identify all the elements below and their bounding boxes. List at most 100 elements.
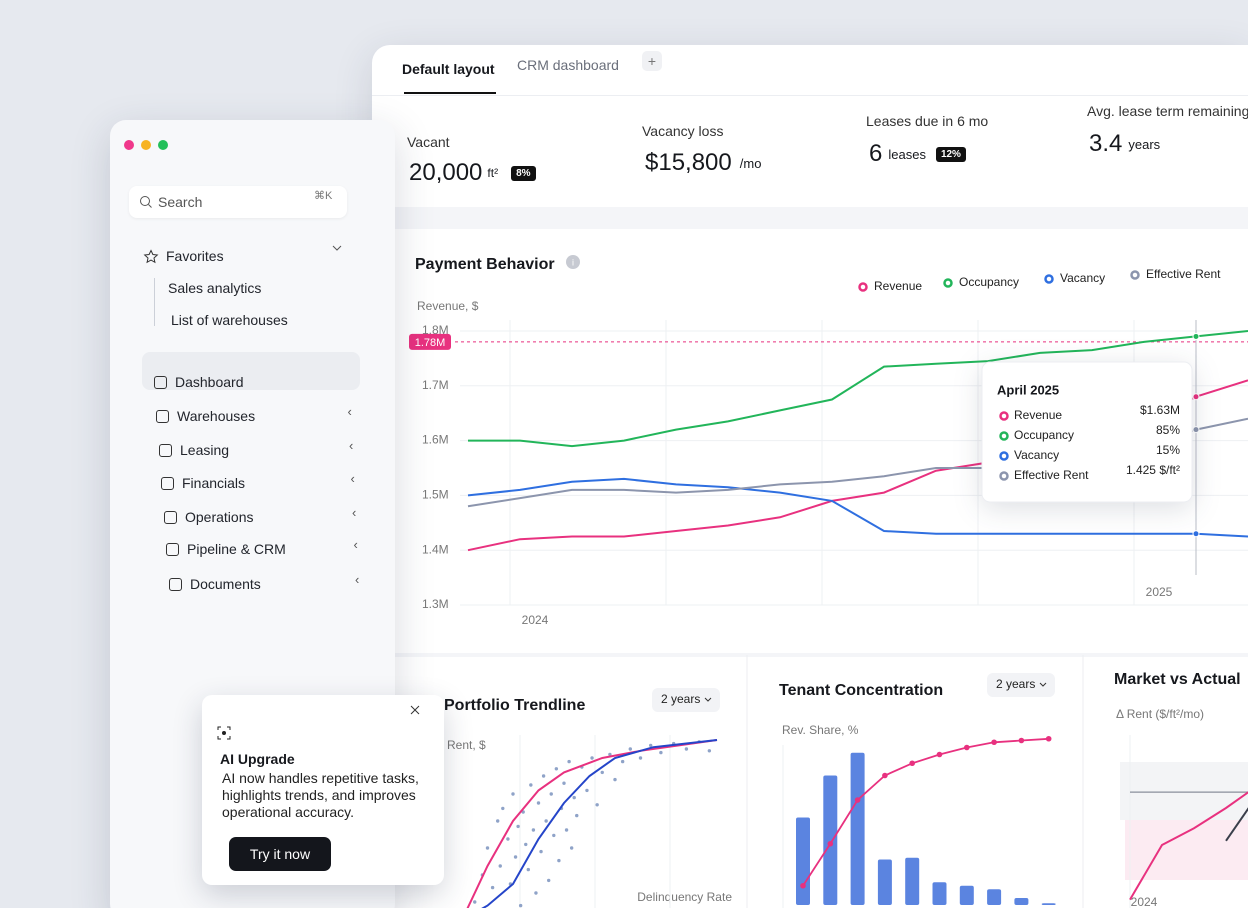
- tab[interactable]: Default layout: [402, 61, 495, 77]
- scatter-point: [536, 801, 541, 805]
- favorites[interactable]: Favorites: [166, 248, 224, 264]
- legend-label: Vacancy: [1060, 271, 1105, 285]
- scatter-point: [628, 747, 632, 751]
- scatter-point: [595, 803, 599, 807]
- bar: [823, 775, 838, 905]
- y-tick-label: 1.4M: [422, 542, 449, 556]
- range-select[interactable]: [987, 673, 1055, 697]
- ai-card: AI Upgrade AI now handles repetitive tas…: [202, 695, 444, 885]
- legend-swatch: [858, 282, 868, 292]
- chart-title: Market vs Actual: [1114, 671, 1241, 688]
- kpi-badge: 8%: [511, 165, 536, 181]
- tooltip-swatch: [999, 451, 1009, 461]
- kpi-label: Leases due in 6 mo: [866, 113, 989, 129]
- y-tick-label: 1.5M: [422, 488, 449, 502]
- range-select[interactable]: [652, 688, 720, 712]
- close-button[interactable]: [410, 705, 420, 715]
- nav-icon: [159, 444, 172, 457]
- tooltip: [981, 361, 1193, 503]
- tooltip-title: April 2025: [997, 382, 1059, 397]
- scatter-point: [569, 846, 574, 850]
- series-line: [467, 477, 1248, 538]
- bar: [932, 882, 947, 905]
- reference-label: 1.78M: [415, 337, 446, 349]
- y-tick-label: 1.6M: [422, 433, 449, 447]
- nav-item[interactable]: Financials: [182, 475, 246, 491]
- scatter-point: [564, 828, 569, 832]
- nav-item[interactable]: Warehouses: [177, 408, 256, 424]
- ai-title: AI Upgrade: [220, 751, 295, 767]
- line-point: [800, 882, 806, 889]
- scatter-point: [524, 842, 528, 847]
- y-axis-label: Revenue, $: [417, 299, 479, 313]
- x-tick-label: 2024: [522, 613, 549, 627]
- tab[interactable]: CRM dashboard: [517, 57, 619, 73]
- add-tab[interactable]: +: [642, 51, 662, 71]
- favorite-item[interactable]: Sales analytics: [168, 280, 262, 296]
- tooltip-swatch: [999, 411, 1009, 421]
- main-panel: Default layout CRM dashboard + Vacant 20…: [372, 45, 1248, 908]
- kpi-unit: /mo: [739, 155, 762, 171]
- ai-icon: [217, 726, 231, 740]
- scatter-point: [501, 806, 505, 811]
- scatter-point: [557, 858, 561, 863]
- nav-item[interactable]: Documents: [190, 576, 261, 592]
- ai-button[interactable]: Try it now: [229, 837, 331, 871]
- y-tick-label: 1.8M: [422, 323, 449, 337]
- kpi-value: $15,800: [645, 149, 732, 176]
- y-tick-label: 1.7M: [422, 378, 449, 392]
- ai-text: AI now handles repetitive tasks, highlig…: [222, 770, 419, 820]
- x-axis-label: Delinquency Rate: [637, 890, 732, 904]
- line-point: [882, 772, 888, 779]
- tooltip-name: Effective Rent: [1014, 468, 1089, 482]
- chevron: ‹: [347, 404, 352, 419]
- scatter-point: [554, 767, 559, 771]
- chart-title: Portfolio Trendline: [444, 697, 585, 714]
- tooltip-value: 1.425 $/ft²: [1126, 463, 1180, 477]
- series-line: [468, 330, 1248, 448]
- x-tick-label: 2024: [1131, 895, 1158, 908]
- kpi-value: 3.4: [1089, 130, 1123, 157]
- nav-item[interactable]: Operations: [185, 509, 254, 525]
- range-label: 2 years: [996, 677, 1035, 691]
- search-box[interactable]: Search ⌘K: [129, 186, 347, 218]
- nav-item[interactable]: Dashboard: [175, 374, 244, 390]
- tooltip-swatch: [999, 431, 1009, 441]
- scatter-point: [549, 792, 553, 796]
- divider: [372, 95, 1248, 96]
- nav-icon: [166, 543, 179, 556]
- line-point: [827, 840, 834, 847]
- kpi: $15,800 /mo: [645, 149, 761, 177]
- y-axis-label: Rev. Share, %: [782, 723, 859, 737]
- y-axis-label: Rent, $: [447, 738, 486, 752]
- scatter-point: [620, 759, 625, 764]
- star-icon: [143, 249, 159, 264]
- chevron: ‹: [355, 572, 360, 587]
- favorite-item[interactable]: List of warehouses: [171, 312, 288, 328]
- scatter-point: [513, 855, 518, 859]
- scatter-point: [529, 783, 533, 787]
- nav-item[interactable]: Leasing: [180, 442, 230, 458]
- kpi-unit: ft²: [487, 166, 499, 180]
- kpi-label: Vacancy loss: [642, 123, 724, 139]
- legend-label: Occupancy: [959, 275, 1019, 289]
- nav-active: [142, 352, 360, 390]
- sidebar: Search ⌘K Favorites Sales analytics List…: [110, 120, 395, 908]
- info-icon[interactable]: [566, 255, 580, 269]
- nav-item[interactable]: Pipeline & CRM: [187, 541, 286, 557]
- series-line: [1225, 807, 1248, 842]
- kpi-value: 6: [869, 140, 883, 167]
- line-point: [936, 751, 943, 758]
- kpi: 6 leases 12%: [869, 140, 966, 168]
- scatter-point: [613, 777, 617, 782]
- range-label: 2 years: [661, 692, 700, 706]
- hover-point: [1192, 332, 1200, 340]
- legend-swatch: [1044, 274, 1054, 284]
- scatter-point: [572, 795, 576, 800]
- scatter-point: [659, 750, 663, 755]
- chevron: ‹: [349, 438, 354, 453]
- hover-point: [1192, 393, 1200, 401]
- scatter-point: [531, 828, 536, 832]
- scatter-point: [485, 846, 490, 850]
